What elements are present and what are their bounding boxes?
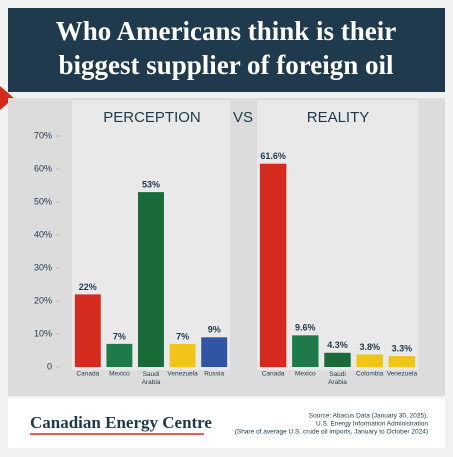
y-tick-label: 60%	[34, 163, 52, 173]
value-label: 4.3%	[327, 340, 348, 350]
value-label: 3.8%	[359, 342, 380, 352]
y-tick-label: 50%	[34, 196, 52, 206]
source: Source: Abacus Data (January 30, 2025),	[309, 413, 428, 420]
y-tick-label: 0	[47, 361, 52, 371]
bar	[169, 343, 196, 367]
x-tick-label: Mexico	[295, 371, 316, 378]
x-tick-label: Canada	[76, 371, 99, 378]
bar	[356, 354, 383, 367]
bar	[292, 335, 319, 367]
value-label: 61.6%	[260, 151, 286, 161]
x-tick-label: Mexico	[109, 371, 130, 378]
source: (Share of average U.S. crude oil imports…	[235, 429, 428, 436]
value-label: 7%	[176, 331, 189, 341]
x-tick-label: Venezuela	[387, 371, 418, 378]
bar	[74, 294, 101, 367]
value-label: 3.3%	[392, 343, 413, 353]
separator: VS	[233, 109, 253, 126]
value-label: 9%	[208, 325, 221, 335]
value-label: 7%	[113, 331, 126, 341]
x-tick-label: Colombia	[356, 371, 384, 378]
panel-title: PERCEPTION	[103, 109, 201, 126]
accent	[0, 86, 14, 110]
header-band	[8, 8, 445, 92]
bar	[106, 343, 133, 367]
source: U.S. Energy Information Administration	[316, 421, 428, 428]
value-label: 9.6%	[295, 323, 316, 333]
bar	[259, 163, 287, 367]
brand: Canadian Energy Centre	[30, 413, 212, 432]
bar	[388, 356, 416, 367]
title-line: Who Americans think is their	[56, 16, 397, 46]
bar	[138, 192, 164, 367]
y-tick-label: 30%	[34, 262, 52, 272]
y-tick-label: 20%	[34, 295, 52, 305]
value-label: 22%	[79, 282, 97, 292]
title-line: biggest supplier of foreign oil	[58, 50, 394, 80]
bar	[324, 352, 351, 367]
panel-title: REALITY	[307, 109, 370, 126]
x-tick-label: Canada	[262, 371, 285, 378]
y-tick-label: 70%	[34, 130, 52, 140]
x-tick-label: Saudi Arabia	[142, 371, 161, 386]
y-tick-label: 10%	[34, 328, 52, 338]
bar	[201, 337, 228, 367]
x-tick-label: Saudi Arabia	[328, 371, 347, 386]
value-label: 53%	[142, 179, 160, 189]
y-tick-label: 40%	[34, 229, 52, 239]
x-tick-label: Venezuela	[167, 371, 198, 378]
footer-band	[8, 398, 445, 448]
x-tick-label: Russia	[204, 371, 224, 378]
